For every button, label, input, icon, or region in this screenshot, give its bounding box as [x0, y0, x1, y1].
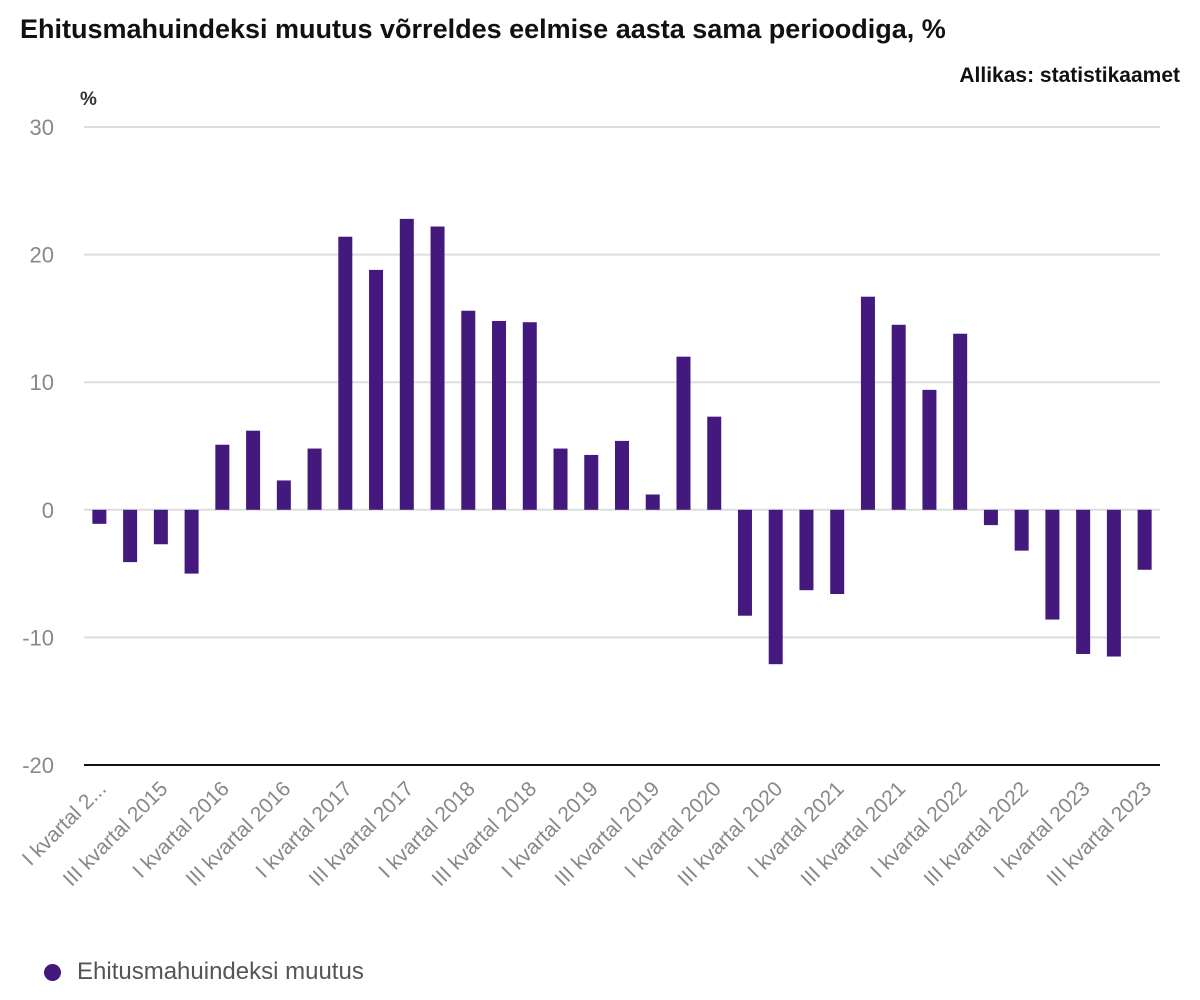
bars: [92, 218, 1152, 665]
bar: [860, 296, 875, 510]
x-tick-label: III kvartal 2015: [59, 777, 173, 891]
x-tick-label: III kvartal 2018: [428, 777, 542, 891]
x-tick-label: III kvartal 2016: [182, 777, 296, 891]
bar: [369, 269, 384, 510]
legend-swatch: [44, 963, 61, 981]
bar: [1137, 509, 1152, 570]
bar: [983, 509, 998, 526]
bar: [799, 509, 814, 591]
y-tick-label: 20: [30, 243, 54, 268]
bar: [615, 440, 629, 510]
y-tick-label: -20: [22, 753, 54, 778]
bar: [768, 509, 783, 665]
bar: [707, 416, 722, 510]
y-axis-ticks: 30 20 10 0 -10 -20: [22, 115, 54, 778]
source-label: Allikas: statistikaamet: [959, 64, 1180, 87]
bar: [153, 509, 168, 545]
bar: [1076, 509, 1091, 654]
x-tick-label: III kvartal 2019: [551, 777, 665, 891]
legend: Ehitusmahuindeksi muutus: [44, 958, 364, 986]
legend-label: Ehitusmahuindeksi muutus: [77, 958, 364, 985]
gridlines: [84, 126, 1160, 639]
bar: [830, 509, 845, 595]
bar: [522, 322, 537, 510]
y-tick-label: 0: [42, 498, 54, 523]
bar: [184, 509, 199, 574]
bar: [645, 494, 660, 510]
x-tick-label: III kvartal 2020: [674, 777, 788, 891]
y-axis-unit-label: %: [80, 89, 97, 110]
bar: [1106, 509, 1121, 657]
bar: [676, 356, 691, 510]
y-tick-label: -10: [22, 625, 54, 650]
bar: [553, 448, 568, 510]
bar: [891, 324, 906, 510]
bar: [584, 454, 599, 510]
bar: [1045, 509, 1060, 620]
bar: [953, 333, 968, 510]
x-tick-label: III kvartal 2017: [305, 777, 419, 891]
bar: [461, 310, 476, 510]
chart-title: Ehitusmahuindeksi muutus võrreldes eelmi…: [20, 14, 946, 44]
bar: [1014, 509, 1029, 551]
bar: [737, 509, 752, 616]
bar: [92, 509, 107, 524]
bar: [492, 320, 507, 510]
bar: [430, 226, 445, 510]
bar: [922, 389, 937, 510]
x-tick-label: III kvartal 2022: [920, 777, 1034, 891]
bar: [338, 236, 353, 510]
bar: [246, 430, 261, 510]
x-tick-label: III kvartal 2023: [1042, 777, 1156, 891]
bar: [215, 444, 230, 510]
bar: [123, 509, 138, 563]
x-tick-label: III kvartal 2021: [797, 777, 911, 891]
y-tick-label: 10: [30, 370, 54, 395]
bar: [399, 218, 414, 510]
y-tick-label: 30: [30, 115, 54, 140]
bar: [276, 480, 291, 510]
bar: [307, 448, 322, 510]
